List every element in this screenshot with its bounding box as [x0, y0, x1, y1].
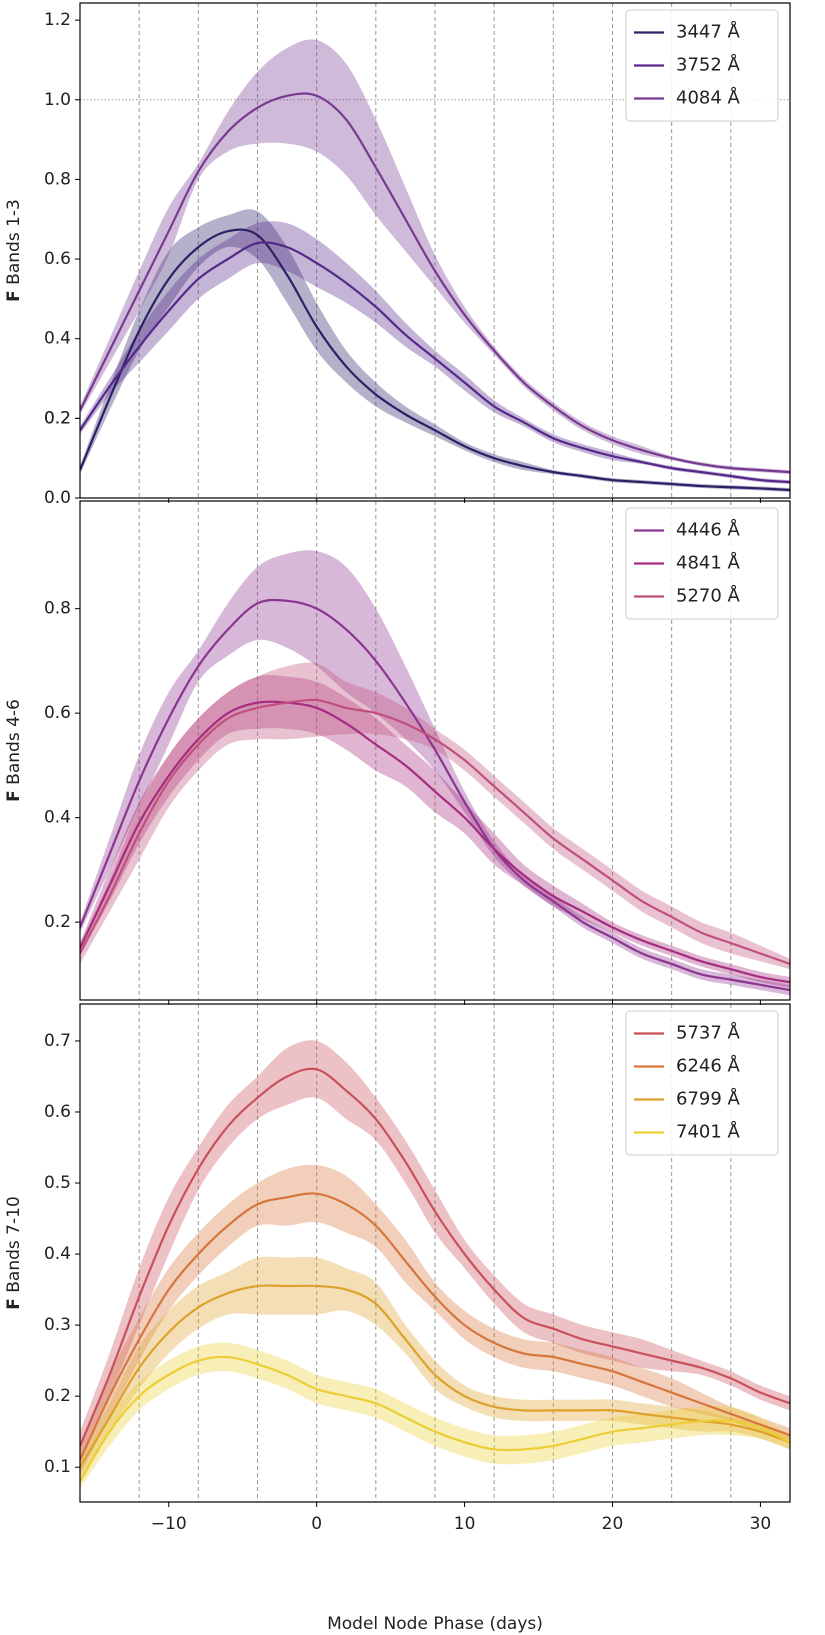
axes-frame	[79, 1003, 791, 1503]
y-label-text: Bands 1-3	[4, 199, 24, 285]
legend-box	[625, 1010, 779, 1156]
series-line	[80, 1192, 790, 1461]
panel: 0.00.20.40.60.81.00.21.2F Bands 1-33447 …	[4, 2, 791, 508]
y-label-text: Bands 4-6	[4, 699, 24, 785]
y-axis-label: F Bands 1-3	[4, 199, 24, 302]
y-label-symbol: F	[4, 1298, 24, 1310]
legend-label: 6799 Å	[676, 1088, 741, 1110]
legend: 3447 Å 3752 Å 4084 Å	[625, 9, 779, 122]
series-line	[80, 1355, 790, 1482]
y-tick-label: 0.4	[44, 1244, 71, 1264]
y-label-symbol: F	[4, 290, 24, 302]
y-tick-label: 0.8	[44, 599, 71, 619]
y-tick-label: 0.4	[44, 329, 71, 349]
y-tick-label: 0.8	[44, 169, 71, 189]
x-tick-label: 0	[311, 1514, 322, 1534]
y-tick-label: 0.1	[44, 1457, 71, 1477]
series-line	[80, 228, 790, 492]
legend-label: 3752 Å	[676, 54, 741, 76]
series-line	[80, 698, 790, 965]
legend-box	[625, 9, 779, 122]
legend-label: 4841 Å	[676, 552, 741, 574]
y-tick-label: 0.0	[44, 488, 71, 508]
y-tick-label: 0.4	[44, 808, 71, 828]
y-tick-label: 0.7	[44, 1031, 71, 1051]
legend-label: 4446 Å	[676, 519, 741, 541]
y-label-symbol: F	[4, 790, 24, 802]
x-tick-label: 10	[454, 1514, 476, 1534]
uncertainty-band	[80, 1040, 790, 1461]
y-tick-label: 0.6	[44, 1102, 71, 1122]
y-tick-label: 0.2	[44, 408, 71, 428]
plot-area	[80, 3, 790, 498]
x-axis-label: Model Node Phase (days)	[327, 1614, 543, 1634]
uncertainty-band	[80, 221, 790, 485]
legend-label: 6246 Å	[676, 1055, 741, 1077]
uncertainty-band	[80, 209, 790, 493]
series-line	[80, 241, 790, 484]
panel: −10 0 10 20 30 0.1 0.2 0.3 0.4 0.5 0.6 0.7 F Bands 7…	[4, 1003, 791, 1634]
series-line	[80, 92, 790, 474]
legend-label: 4084 Å	[676, 87, 741, 109]
y-tick-label: 0.6	[44, 703, 71, 723]
uncertainty-band	[80, 662, 790, 970]
y-tick-label: 1.2	[44, 10, 71, 30]
x-tick-label: 30	[750, 1514, 772, 1534]
series-line	[80, 598, 790, 992]
y-tick-label: 0.5	[44, 1173, 71, 1193]
legend-box	[625, 507, 779, 620]
legend-label: 3447 Å	[676, 21, 741, 43]
panel: 0.2 0.4 0.6 0.8 F Bands 4-6 4446 Å 4841 Å 5270 …	[4, 500, 791, 1005]
x-tick-label: −10	[151, 1514, 187, 1534]
y-tick-label: 0.2	[44, 408, 71, 428]
series-line	[80, 1284, 790, 1468]
uncertainty-band	[80, 39, 790, 475]
y-axis-label: F Bands 7-10	[4, 1196, 24, 1310]
y-label-text: Bands 7-10	[4, 1196, 24, 1293]
legend-label: 5270 Å	[676, 585, 741, 607]
y-axis-label: F Bands 4-6	[4, 699, 24, 802]
series-line	[80, 1067, 790, 1447]
y-tick-label: 0.6	[44, 249, 71, 269]
legend-label: 7401 Å	[676, 1121, 741, 1143]
uncertainty-band	[80, 1256, 790, 1478]
axes-frame	[79, 2, 791, 499]
legend-label: 5737 Å	[676, 1022, 741, 1044]
y-tick-label: 0.2	[44, 1386, 71, 1406]
series-line	[80, 700, 790, 984]
legend: 4446 Å 4841 Å 5270 Å	[625, 507, 779, 620]
y-tick-label: 0.2	[44, 912, 71, 932]
plot-area	[80, 1004, 790, 1502]
legend: 5737 Å 6246 Å 6799 Å 7401 Å	[625, 1010, 779, 1156]
plot-area	[80, 501, 790, 1000]
y-tick-label: 0.3	[44, 1315, 71, 1335]
x-tick-label: 20	[602, 1514, 624, 1534]
y-tick-label: 1.0	[44, 90, 71, 110]
axes-frame	[79, 500, 791, 1001]
